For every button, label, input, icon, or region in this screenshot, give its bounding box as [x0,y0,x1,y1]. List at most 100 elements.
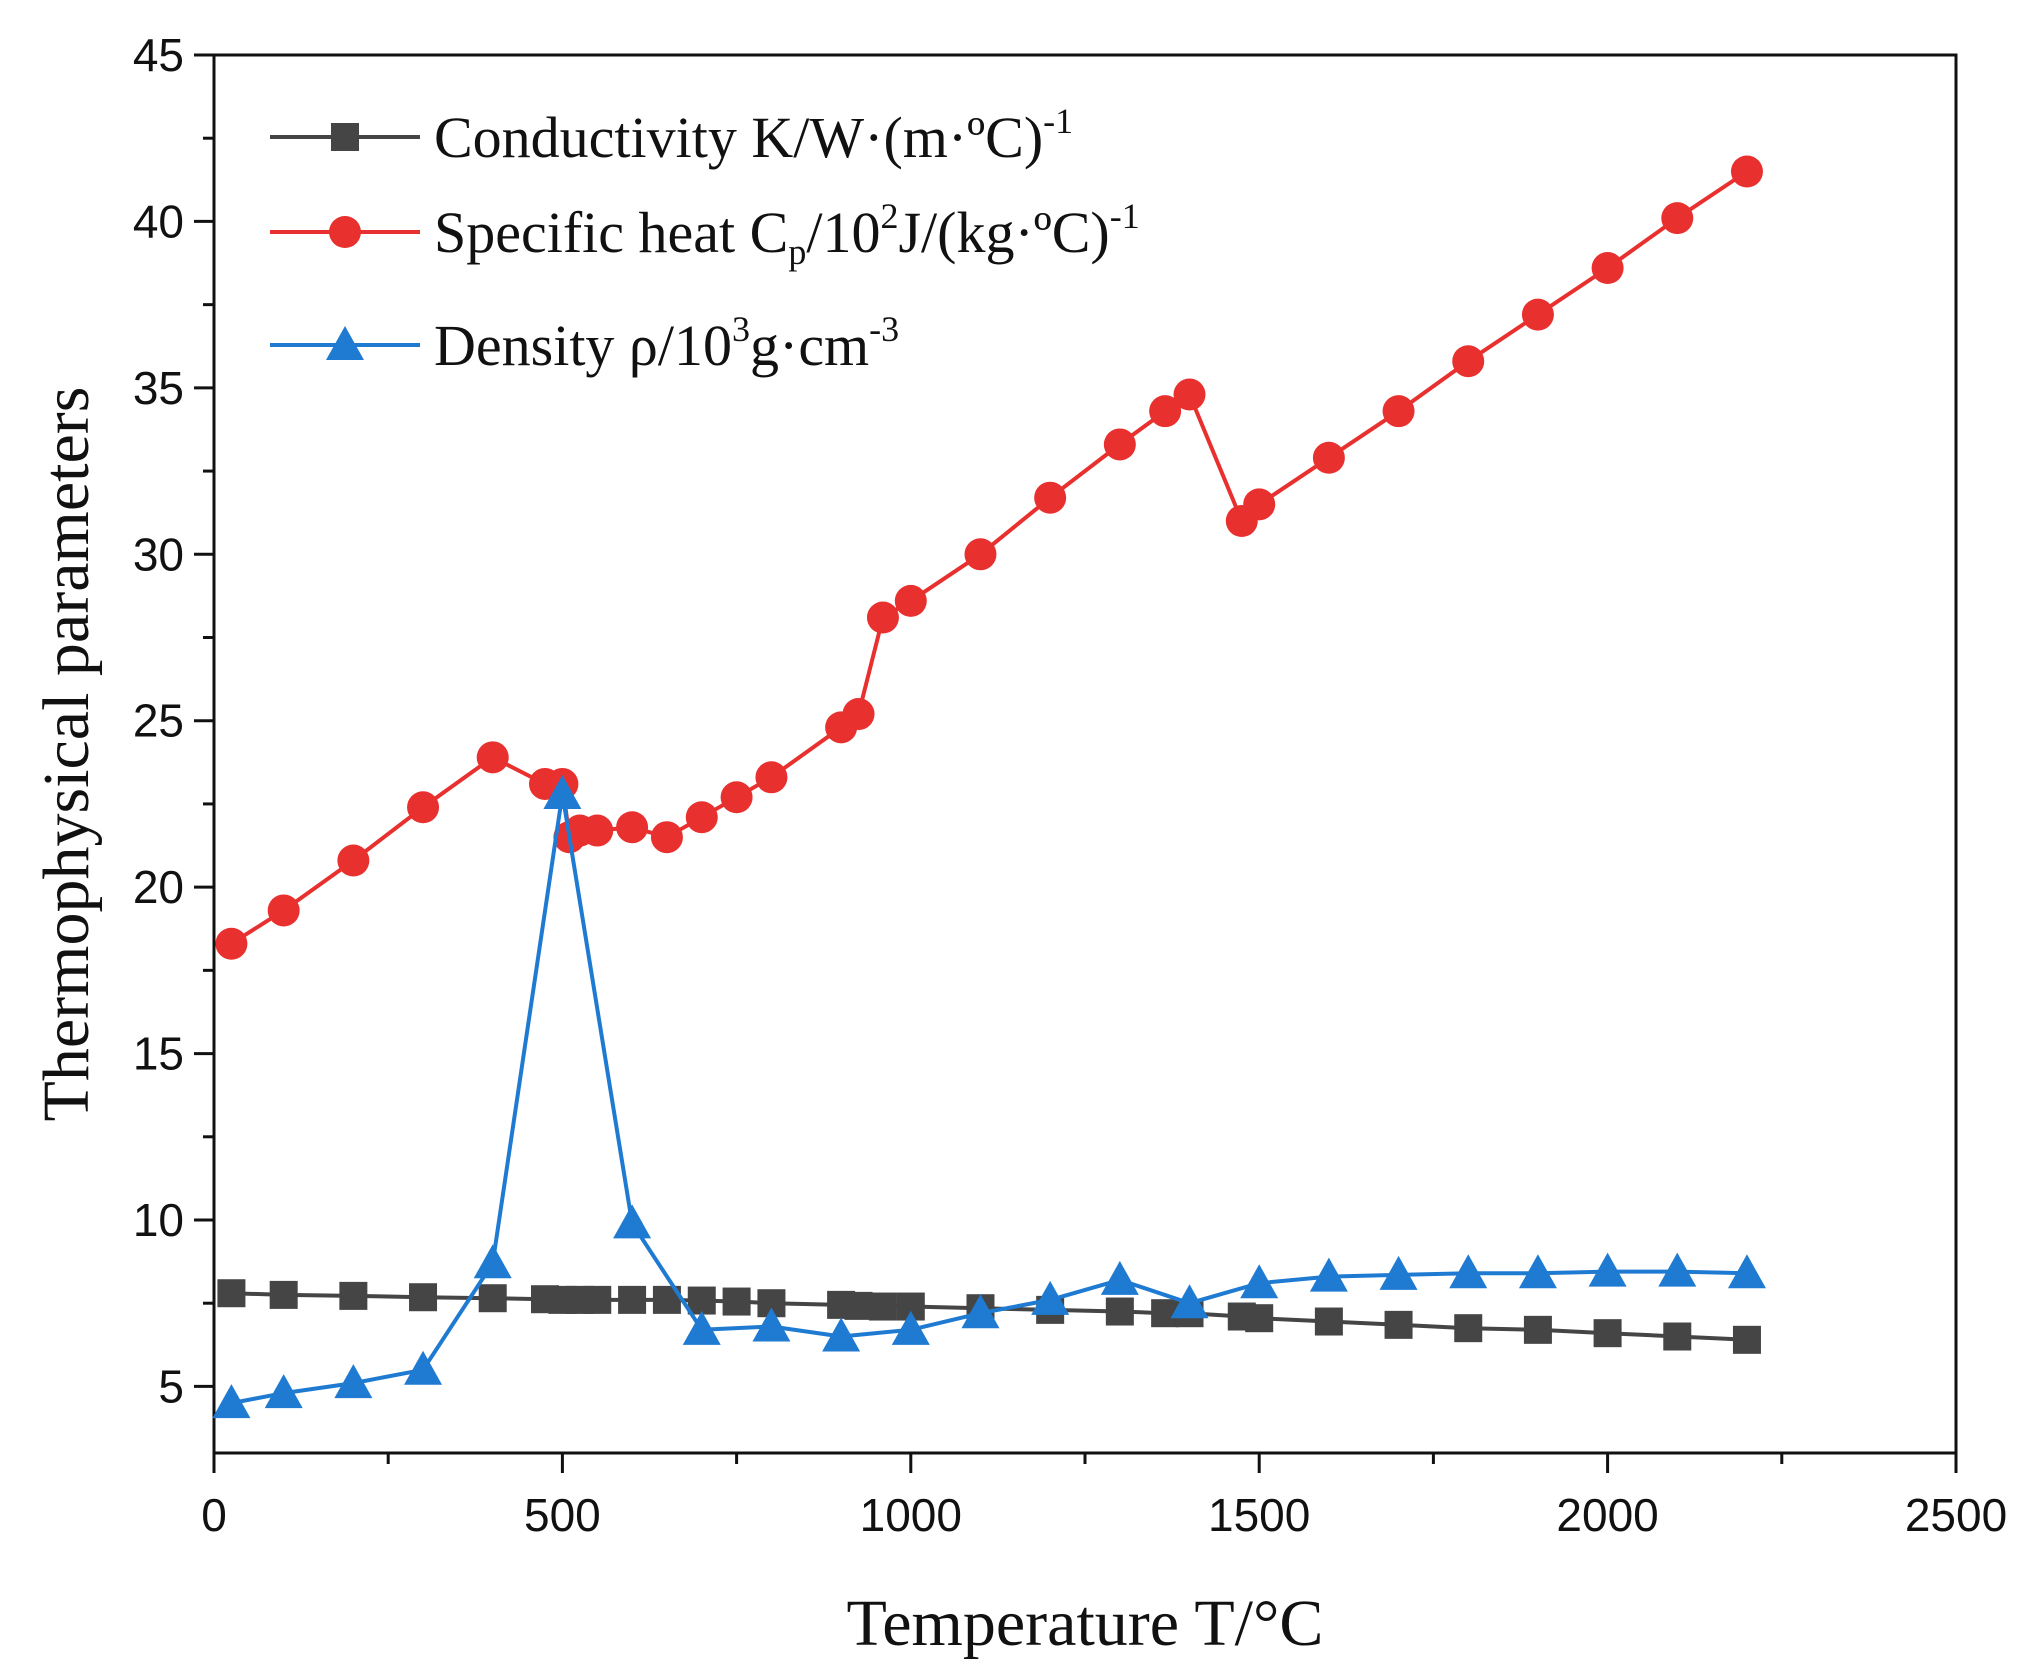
data-point-circle [685,801,718,834]
legend-sh-sub: p [788,232,806,272]
y-tick-label: 10 [133,1194,184,1246]
y-tick-label: 5 [158,1360,184,1412]
data-point-circle [755,761,788,794]
legend-marker-square [331,123,359,151]
data-point-square [583,1285,612,1314]
data-point-square [868,1292,897,1321]
data-point-triangle [473,1244,512,1279]
data-point-triangle [334,1364,373,1399]
data-point-circle [866,601,899,634]
y-tick-label: 35 [133,362,184,414]
legend-density-sup2: -3 [869,309,899,349]
legend-density-part1: Density ρ/10 [434,313,732,378]
y-tick-label: 40 [133,195,184,247]
data-point-square [1523,1315,1552,1344]
data-point-triangle [404,1350,443,1385]
data-point-square [1732,1325,1761,1354]
data-point-circle [1312,441,1345,474]
data-point-circle [1149,395,1182,428]
series-layer [212,155,1766,1419]
data-point-square [269,1280,298,1309]
y-tick-label: 30 [133,528,184,580]
data-point-triangle [822,1317,861,1352]
legend-item-density: Density ρ/103g·cm-3 [270,309,899,378]
axis-tick-labels: 0 500 1000 1500 2000 2500 5 10 15 20 25 30 35 40 45 [133,29,2007,1541]
data-point-circle [842,698,875,731]
data-point-square [1314,1307,1343,1336]
data-point-circle [616,811,649,844]
data-point-square [1245,1304,1274,1333]
data-point-square [687,1286,716,1315]
legend-marker-triangle [326,326,364,360]
legend-label-density: Density ρ/103g·cm-3 [434,309,899,378]
data-point-triangle [1100,1260,1139,1295]
data-point-triangle [752,1307,791,1342]
legend-density-part2: g·cm [750,313,869,378]
data-point-circle [407,791,440,824]
data-point-square [1454,1314,1483,1343]
data-point-circle [1382,395,1415,428]
legend-sh-sup1: 2 [880,196,898,236]
data-point-square [409,1283,438,1312]
legend-sh-sup2: -1 [1110,196,1140,236]
data-point-triangle [613,1204,652,1239]
data-point-circle [1730,155,1763,188]
data-point-triangle [1240,1264,1279,1299]
data-point-square [1105,1297,1134,1326]
data-point-square [478,1284,507,1313]
data-point-circle [267,894,300,927]
data-point-square [844,1291,873,1320]
y-tick-label: 20 [133,861,184,913]
x-tick-label: 2000 [1556,1489,1658,1541]
data-point-square [217,1279,246,1308]
legend-density-sup1: 3 [732,309,750,349]
data-point-circle [1243,488,1276,521]
legend-sh-part3: J/(kg·ºC) [898,200,1109,265]
legend-marker-circle [329,216,361,248]
legend-label-conductivity: Conductivity K/W·(m·ºC)-1 [434,101,1073,170]
legend-sh-part2: /10 [806,200,880,265]
data-point-triangle [212,1384,251,1419]
data-point-circle [650,821,683,854]
x-axis-title: Temperature T/°C [847,1587,1324,1660]
data-point-circle [1103,428,1136,461]
data-point-circle [215,927,248,960]
axis-ticks [194,53,1958,1473]
data-point-triangle [1518,1254,1557,1289]
x-tick-label: 500 [524,1489,601,1541]
data-point-triangle [1309,1257,1348,1292]
legend-label-specific-heat: Specific heat Cp/102J/(kg·ºC)-1 [434,196,1140,272]
data-point-circle [1034,481,1067,514]
data-point-circle [1521,298,1554,331]
legend-item-conductivity: Conductivity K/W·(m·ºC)-1 [270,101,1073,170]
data-point-triangle [1727,1254,1766,1289]
data-point-square [1663,1322,1692,1351]
series-circle [215,155,1763,960]
data-point-triangle [264,1374,303,1409]
data-point-square [722,1287,751,1316]
y-tick-label: 45 [133,29,184,81]
data-point-circle [1173,378,1206,411]
x-tick-label: 2500 [1905,1489,2007,1541]
data-point-triangle [1170,1284,1209,1319]
data-point-circle [1661,202,1694,235]
data-point-circle [964,538,997,571]
data-point-triangle [891,1310,930,1345]
data-point-circle [720,781,753,814]
x-tick-label: 1500 [1208,1489,1310,1541]
data-point-triangle [1379,1255,1418,1290]
legend-conductivity-sup: -1 [1043,101,1073,141]
x-tick-label: 1000 [860,1489,962,1541]
legend-item-specific-heat: Specific heat Cp/102J/(kg·ºC)-1 [270,196,1140,272]
data-point-triangle [1031,1280,1070,1315]
data-point-triangle [543,774,582,809]
data-point-circle [894,584,927,617]
data-point-square [1384,1310,1413,1339]
series-triangle [212,774,1766,1419]
data-point-circle [337,844,370,877]
x-tick-label: 0 [201,1489,227,1541]
legend-sh-part1: Specific heat C [434,200,788,265]
y-tick-label: 15 [133,1028,184,1080]
legend: Conductivity K/W·(m·ºC)-1 Specific heat … [270,101,1140,378]
data-point-circle [1452,345,1485,378]
